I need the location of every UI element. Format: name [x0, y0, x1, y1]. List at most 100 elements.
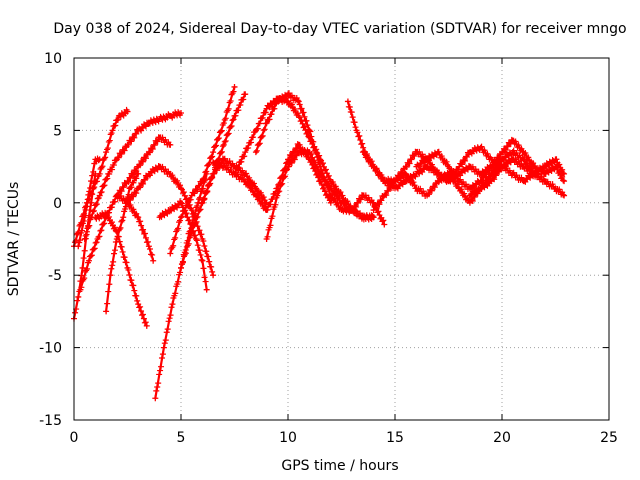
- marker: [504, 143, 511, 150]
- data-point: [178, 264, 184, 271]
- marker: [102, 154, 109, 161]
- marker: [133, 130, 140, 137]
- marker: [503, 142, 510, 149]
- marker: [206, 258, 213, 265]
- marker: [469, 198, 476, 205]
- marker: [111, 224, 118, 231]
- marker: [259, 114, 266, 121]
- marker: [201, 274, 208, 281]
- marker: [130, 179, 137, 186]
- marker: [166, 315, 173, 322]
- data-point: [167, 250, 174, 257]
- marker: [360, 148, 367, 155]
- marker: [159, 351, 166, 358]
- series-sat-track-11: [167, 83, 238, 257]
- marker: [273, 185, 280, 192]
- marker: [308, 133, 315, 140]
- marker: [336, 197, 343, 204]
- series-sat-track-4: [75, 155, 103, 250]
- marker: [86, 222, 93, 229]
- marker: [368, 216, 375, 223]
- marker: [95, 194, 102, 201]
- marker: [174, 177, 181, 184]
- data-point: [160, 344, 167, 351]
- marker: [491, 176, 498, 183]
- marker: [258, 133, 265, 140]
- marker: [282, 173, 289, 180]
- marker: [134, 297, 141, 304]
- marker: [248, 139, 255, 146]
- data-point: [561, 170, 568, 177]
- marker: [496, 155, 503, 162]
- marker: [80, 255, 87, 262]
- marker: [435, 148, 442, 155]
- x-tick-label: 25: [600, 430, 618, 446]
- data-point: [295, 98, 302, 105]
- marker: [172, 290, 179, 297]
- marker: [95, 234, 102, 241]
- marker: [201, 243, 208, 250]
- marker: [119, 248, 126, 255]
- marker: [185, 217, 192, 224]
- marker: [422, 155, 429, 162]
- marker: [251, 128, 258, 135]
- marker: [120, 184, 127, 191]
- marker: [502, 147, 509, 154]
- marker: [92, 239, 99, 246]
- marker: [90, 246, 97, 253]
- marker: [303, 117, 310, 124]
- marker: [428, 161, 435, 168]
- marker: [105, 138, 112, 145]
- marker: [269, 196, 276, 203]
- marker: [257, 189, 264, 196]
- marker: [112, 157, 119, 164]
- marker: [206, 182, 213, 189]
- marker: [560, 170, 567, 177]
- data-point: [178, 214, 184, 221]
- marker: [262, 109, 269, 116]
- marker: [170, 242, 177, 249]
- marker: [103, 176, 110, 183]
- marker: [189, 227, 196, 234]
- marker: [97, 227, 104, 234]
- x-tick-label: 0: [70, 430, 79, 446]
- marker: [108, 130, 115, 137]
- y-tick-label: 10: [44, 51, 62, 67]
- marker: [291, 105, 298, 112]
- marker: [246, 174, 253, 181]
- marker: [194, 242, 201, 249]
- marker: [388, 184, 395, 191]
- marker: [198, 256, 205, 263]
- marker: [90, 207, 97, 214]
- marker: [475, 185, 482, 192]
- marker: [94, 195, 101, 202]
- marker: [359, 140, 366, 147]
- marker: [85, 191, 92, 198]
- marker: [352, 124, 359, 131]
- marker: [296, 101, 303, 108]
- marker: [179, 259, 186, 266]
- marker: [111, 247, 118, 254]
- marker: [215, 135, 222, 142]
- marker: [232, 112, 239, 119]
- marker: [89, 172, 96, 179]
- marker: [81, 275, 88, 282]
- marker: [143, 119, 150, 126]
- marker: [261, 126, 268, 133]
- marker: [154, 138, 161, 145]
- marker: [183, 210, 190, 217]
- marker: [138, 307, 145, 314]
- marker: [187, 232, 194, 239]
- marker: [276, 188, 283, 195]
- marker: [197, 206, 204, 213]
- data-point: [103, 308, 110, 315]
- marker: [138, 222, 145, 229]
- marker: [161, 340, 168, 347]
- marker: [461, 190, 468, 197]
- plot-frame: [73, 57, 610, 421]
- marker: [224, 131, 231, 138]
- marker: [111, 198, 118, 205]
- marker: [93, 201, 100, 208]
- marker: [486, 180, 493, 187]
